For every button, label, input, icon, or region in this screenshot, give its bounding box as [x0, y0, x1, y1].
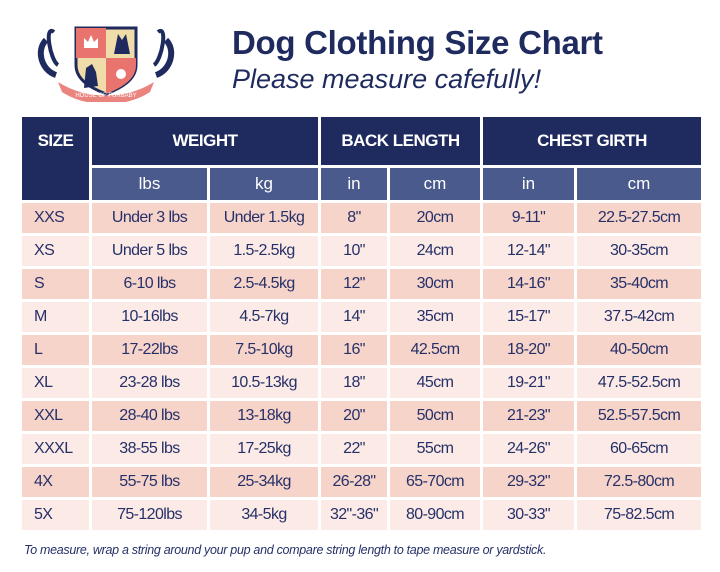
house-of-furbaby-logo: HOUSE OF FURBABY — [37, 26, 175, 102]
cell-weight-kg: Under 1.5kg — [210, 203, 318, 233]
page-subtitle: Please measure cafefully! — [232, 64, 542, 94]
unit-cm: cm — [390, 168, 480, 200]
cell-chest-cm: 37.5-42cm — [577, 302, 701, 332]
cell-weight-kg: 34-5kg — [210, 500, 318, 530]
cell-chest-in: 21-23" — [483, 401, 574, 431]
cell-back-in: 14" — [321, 302, 387, 332]
cell-size: S — [22, 269, 89, 299]
cell-back-in: 16" — [321, 335, 387, 365]
cell-weight-lbs: 17-22lbs — [92, 335, 207, 365]
cell-back-cm: 55cm — [390, 434, 480, 464]
cell-size: XXL — [22, 401, 89, 431]
cell-back-cm: 24cm — [390, 236, 480, 266]
cell-chest-in: 15-17" — [483, 302, 574, 332]
cell-size: 5X — [22, 500, 89, 530]
cell-chest-cm: 47.5-52.5cm — [577, 368, 701, 398]
cell-weight-kg: 25-34kg — [210, 467, 318, 497]
cell-chest-cm: 35-40cm — [577, 269, 701, 299]
cell-back-cm: 65-70cm — [390, 467, 480, 497]
cell-back-in: 12" — [321, 269, 387, 299]
cell-back-cm: 80-90cm — [390, 500, 480, 530]
header-chest-girth: CHEST GIRTH — [483, 117, 701, 165]
cell-chest-cm: 30-35cm — [577, 236, 701, 266]
cell-chest-in: 29-32" — [483, 467, 574, 497]
unit-lbs: lbs — [92, 168, 207, 200]
unit-in: in — [321, 168, 387, 200]
cell-chest-cm: 75-82.5cm — [577, 500, 701, 530]
cell-size: XL — [22, 368, 89, 398]
cell-weight-lbs: 6-10 lbs — [92, 269, 207, 299]
header-back-length: BACK LENGTH — [321, 117, 480, 165]
cell-weight-lbs: 55-75 lbs — [92, 467, 207, 497]
cell-weight-kg: 7.5-10kg — [210, 335, 318, 365]
cell-chest-in: 14-16" — [483, 269, 574, 299]
cell-chest-cm: 22.5-27.5cm — [577, 203, 701, 233]
cell-weight-lbs: Under 3 lbs — [92, 203, 207, 233]
measure-note: To measure, wrap a string around your pu… — [24, 543, 547, 557]
unit-cm: cm — [577, 168, 701, 200]
cell-weight-lbs: 23-28 lbs — [92, 368, 207, 398]
cell-chest-in: 24-26" — [483, 434, 574, 464]
cell-size: XS — [22, 236, 89, 266]
cell-weight-lbs: 38-55 lbs — [92, 434, 207, 464]
cell-back-cm: 42.5cm — [390, 335, 480, 365]
cell-back-in: 32"-36" — [321, 500, 387, 530]
cell-size: XXXL — [22, 434, 89, 464]
unit-kg: kg — [210, 168, 318, 200]
cell-back-in: 8" — [321, 203, 387, 233]
cell-chest-in: 18-20" — [483, 335, 574, 365]
header-weight: WEIGHT — [92, 117, 318, 165]
cell-weight-kg: 17-25kg — [210, 434, 318, 464]
cell-back-in: 20" — [321, 401, 387, 431]
cell-weight-lbs: 75-120lbs — [92, 500, 207, 530]
cell-chest-in: 12-14" — [483, 236, 574, 266]
header-size: SIZE — [22, 117, 89, 200]
cell-size: XXS — [22, 203, 89, 233]
cell-weight-kg: 1.5-2.5kg — [210, 236, 318, 266]
cell-back-cm: 20cm — [390, 203, 480, 233]
cell-weight-kg: 4.5-7kg — [210, 302, 318, 332]
cell-back-cm: 30cm — [390, 269, 480, 299]
cell-weight-kg: 2.5-4.5kg — [210, 269, 318, 299]
cell-back-cm: 35cm — [390, 302, 480, 332]
cell-size: L — [22, 335, 89, 365]
cell-size: 4X — [22, 467, 89, 497]
cell-weight-kg: 10.5-13kg — [210, 368, 318, 398]
logo-text: HOUSE OF FURBABY — [75, 93, 136, 99]
cell-back-in: 18" — [321, 368, 387, 398]
cell-weight-lbs: 10-16lbs — [92, 302, 207, 332]
page-title: Dog Clothing Size Chart — [232, 24, 603, 61]
cell-weight-lbs: 28-40 lbs — [92, 401, 207, 431]
cell-chest-cm: 52.5-57.5cm — [577, 401, 701, 431]
cell-chest-cm: 60-65cm — [577, 434, 701, 464]
cell-back-in: 10" — [321, 236, 387, 266]
cell-chest-in: 9-11" — [483, 203, 574, 233]
cell-chest-cm: 40-50cm — [577, 335, 701, 365]
cell-size: M — [22, 302, 89, 332]
unit-in: in — [483, 168, 574, 200]
size-chart-table: SIZE WEIGHT BACK LENGTH CHEST GIRTH lbs … — [22, 117, 701, 530]
cell-weight-kg: 13-18kg — [210, 401, 318, 431]
cell-chest-in: 19-21" — [483, 368, 574, 398]
cell-back-in: 22" — [321, 434, 387, 464]
cell-back-cm: 50cm — [390, 401, 480, 431]
cell-back-in: 26-28" — [321, 467, 387, 497]
cell-chest-cm: 72.5-80cm — [577, 467, 701, 497]
cell-chest-in: 30-33" — [483, 500, 574, 530]
cell-weight-lbs: Under 5 lbs — [92, 236, 207, 266]
cell-back-cm: 45cm — [390, 368, 480, 398]
